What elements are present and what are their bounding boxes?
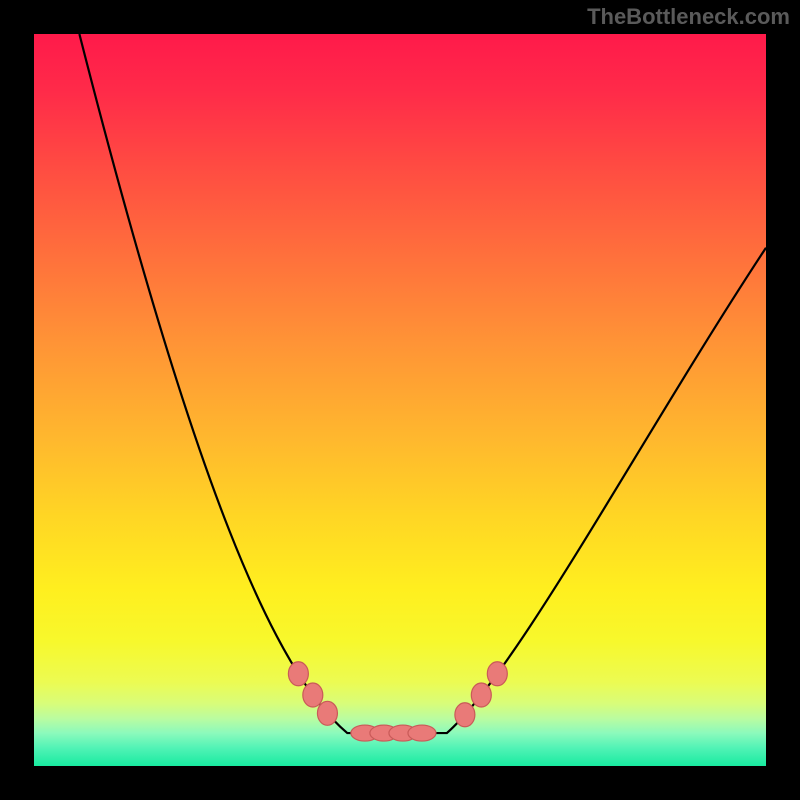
chart-overlay-svg <box>0 0 800 800</box>
data-marker <box>408 725 436 741</box>
data-marker <box>317 701 337 725</box>
data-marker <box>487 662 507 686</box>
data-marker <box>303 683 323 707</box>
data-marker <box>288 662 308 686</box>
data-marker <box>471 683 491 707</box>
watermark-text: TheBottleneck.com <box>587 4 790 30</box>
bottleneck-curve <box>79 34 766 733</box>
data-marker <box>455 703 475 727</box>
